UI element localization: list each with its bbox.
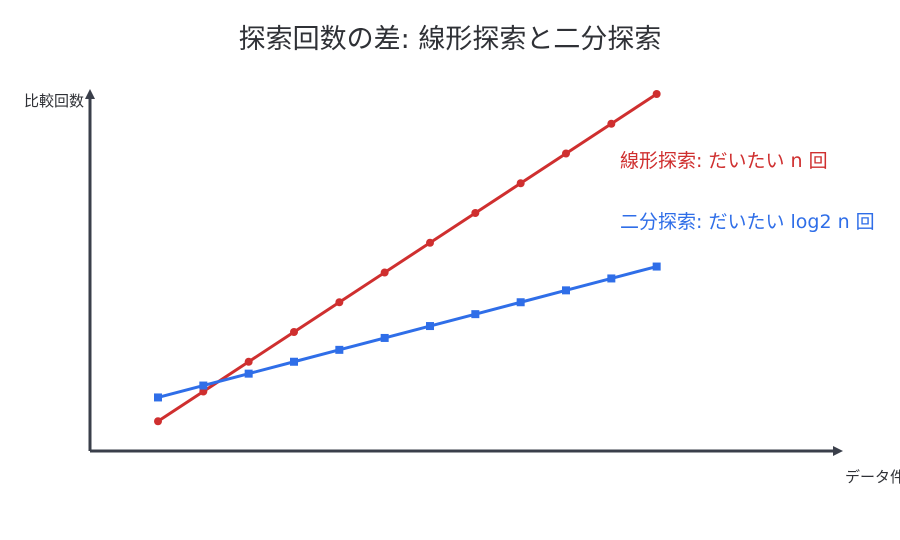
binary-search-point	[199, 381, 208, 390]
chart-title: 探索回数の差: 線形探索と二分探索	[239, 24, 662, 55]
linear-search-point	[652, 90, 661, 98]
linear-search-point	[516, 179, 525, 188]
y-axis-label: 比較回数	[24, 92, 84, 110]
x-axis-label: データ件数	[845, 468, 900, 486]
linear-search-annotation: 線形探索: だいたい n 回	[620, 150, 828, 172]
linear-search-point	[471, 209, 480, 217]
binary-search-point	[516, 298, 525, 307]
binary-search-point	[607, 274, 616, 283]
linear-search-point	[426, 238, 434, 247]
binary-search-point	[154, 393, 162, 402]
series-layer	[154, 90, 661, 426]
binary-search-point	[562, 286, 570, 295]
linear-search-point	[562, 149, 570, 158]
binary-search-point	[244, 369, 253, 378]
binary-search-point	[380, 333, 389, 342]
linear-search-point	[244, 357, 253, 366]
binary-search-annotation: 二分探索: だいたい log2 n 回	[620, 211, 875, 233]
binary-search-point	[426, 322, 434, 331]
binary-search-point	[335, 345, 344, 354]
binary-search-point	[471, 310, 480, 319]
linear-search-point	[335, 298, 344, 307]
binary-search-point	[652, 262, 661, 271]
linear-search-line	[156, 92, 659, 423]
linear-search-point	[290, 328, 298, 336]
binary-search-line	[156, 265, 659, 399]
linear-search-point	[607, 119, 616, 128]
linear-search-point	[154, 417, 162, 426]
binary-search-point	[290, 357, 298, 366]
linear-search-point	[380, 268, 389, 277]
